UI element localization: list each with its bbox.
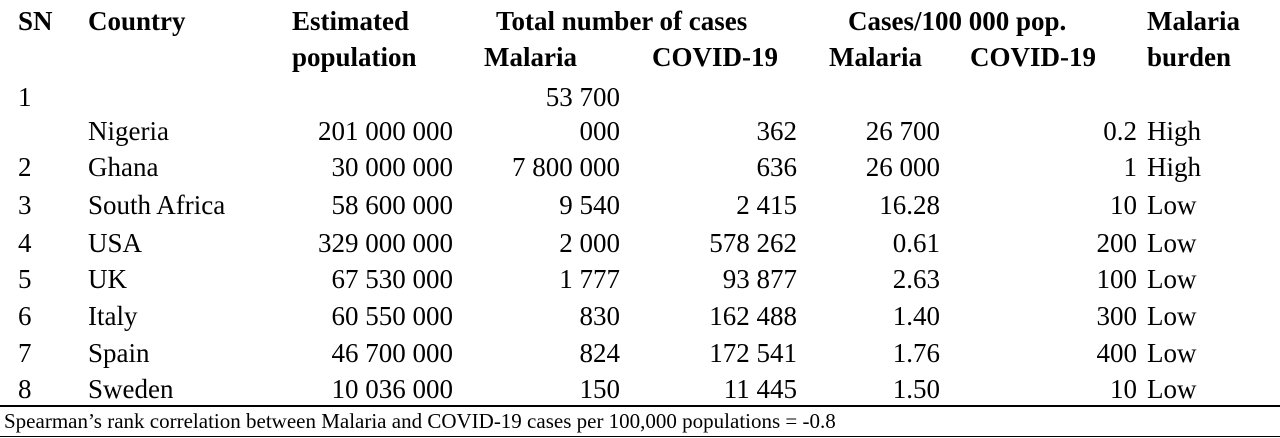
row-malaria-per-100k: 1.76 — [892, 338, 940, 368]
row-malaria-cases: 830 — [579, 301, 621, 331]
header-malaria-cases: Malaria — [484, 42, 577, 72]
row-burden: Low — [1147, 301, 1197, 331]
row-country: UK — [88, 264, 127, 294]
row-sn: 3 — [18, 190, 32, 220]
row-covid-cases: 636 — [756, 152, 798, 182]
row-covid-per-100k: 400 — [1096, 338, 1138, 368]
row-country: South Africa — [88, 190, 226, 220]
row-malaria-per-100k: 1.40 — [892, 301, 940, 331]
row-covid-per-100k: 0.2 — [1103, 116, 1137, 146]
row-country: USA — [88, 228, 143, 258]
row-burden: Low — [1147, 374, 1197, 404]
row-malaria-cases: 9 540 — [559, 190, 620, 220]
row-population: 58 600 000 — [331, 190, 454, 220]
row-malaria-per-100k: 2.63 — [892, 264, 940, 294]
row-covid-cases: 172 541 — [709, 338, 797, 368]
row-burden: Low — [1147, 228, 1197, 258]
row-sn: 1 — [18, 82, 32, 112]
row-covid-per-100k: 10 — [1110, 374, 1137, 404]
row-malaria-cases-line2: 000 — [579, 116, 621, 146]
footnote-bottom-rule — [0, 436, 1280, 437]
row-covid-per-100k: 200 — [1096, 228, 1138, 258]
header-sn: SN — [18, 6, 53, 36]
row-burden: Low — [1147, 190, 1197, 220]
row-burden: Low — [1147, 338, 1197, 368]
row-sn: 5 — [18, 264, 32, 294]
row-population: 67 530 000 — [331, 264, 454, 294]
header-covid-cases: COVID-19 — [652, 42, 778, 72]
header-covid-per-100k: COVID-19 — [970, 42, 1096, 72]
header-burden-line1: Malaria — [1147, 6, 1240, 36]
row-malaria-per-100k: 26 700 — [865, 116, 940, 146]
header-country: Country — [88, 6, 186, 36]
row-covid-cases: 362 — [756, 116, 798, 146]
row-malaria-cases: 150 — [579, 374, 621, 404]
header-total-cases: Total number of cases — [496, 6, 748, 36]
row-covid-cases: 2 415 — [736, 190, 797, 220]
row-population: 10 036 000 — [331, 374, 454, 404]
row-malaria-cases: 2 000 — [559, 228, 620, 258]
row-sn: 4 — [18, 228, 32, 258]
row-population: 329 000 000 — [318, 228, 453, 258]
row-country: Ghana — [88, 152, 159, 182]
row-malaria-cases: 1 777 — [559, 264, 620, 294]
row-malaria-per-100k: 0.61 — [892, 228, 940, 258]
row-sn: 7 — [18, 338, 32, 368]
header-cases-per-100k: Cases/100 000 pop. — [848, 6, 1067, 36]
row-country: Spain — [88, 338, 150, 368]
row-burden: High — [1147, 116, 1201, 146]
row-covid-cases: 11 445 — [723, 374, 797, 404]
row-sn: 6 — [18, 301, 32, 331]
row-malaria-per-100k: 1.50 — [892, 374, 940, 404]
header-population-line2: population — [292, 42, 417, 72]
row-burden: High — [1147, 152, 1201, 182]
row-country: Nigeria — [88, 116, 169, 146]
table-footnote: Spearman’s rank correlation between Mala… — [4, 409, 836, 433]
row-covid-per-100k: 10 — [1110, 190, 1137, 220]
row-covid-per-100k: 300 — [1096, 301, 1138, 331]
header-burden-line2: burden — [1147, 42, 1232, 72]
row-covid-cases: 578 262 — [709, 228, 797, 258]
row-malaria-per-100k: 16.28 — [879, 190, 940, 220]
header-population-line1: Estimated — [292, 6, 409, 36]
row-malaria-cases: 7 800 000 — [512, 152, 620, 182]
header-malaria-per-100k: Malaria — [829, 42, 922, 72]
row-covid-cases: 162 488 — [709, 301, 797, 331]
row-malaria-per-100k: 26 000 — [865, 152, 940, 182]
row-population: 201 000 000 — [318, 116, 453, 146]
row-country: Italy — [88, 301, 138, 331]
row-malaria-cases: 824 — [579, 338, 621, 368]
row-country: Sweden — [88, 374, 174, 404]
row-covid-per-100k: 100 — [1096, 264, 1138, 294]
row-covid-cases: 93 877 — [722, 264, 797, 294]
row-sn: 8 — [18, 374, 32, 404]
row-covid-per-100k: 1 — [1123, 152, 1138, 182]
row-sn: 2 — [18, 152, 32, 182]
row-population: 30 000 000 — [331, 152, 454, 182]
row-population: 60 550 000 — [331, 301, 454, 331]
row-burden: Low — [1147, 264, 1197, 294]
row-population: 46 700 000 — [331, 338, 454, 368]
row-malaria-cases-line1: 53 700 — [545, 82, 620, 112]
table-bottom-rule — [0, 405, 1280, 407]
